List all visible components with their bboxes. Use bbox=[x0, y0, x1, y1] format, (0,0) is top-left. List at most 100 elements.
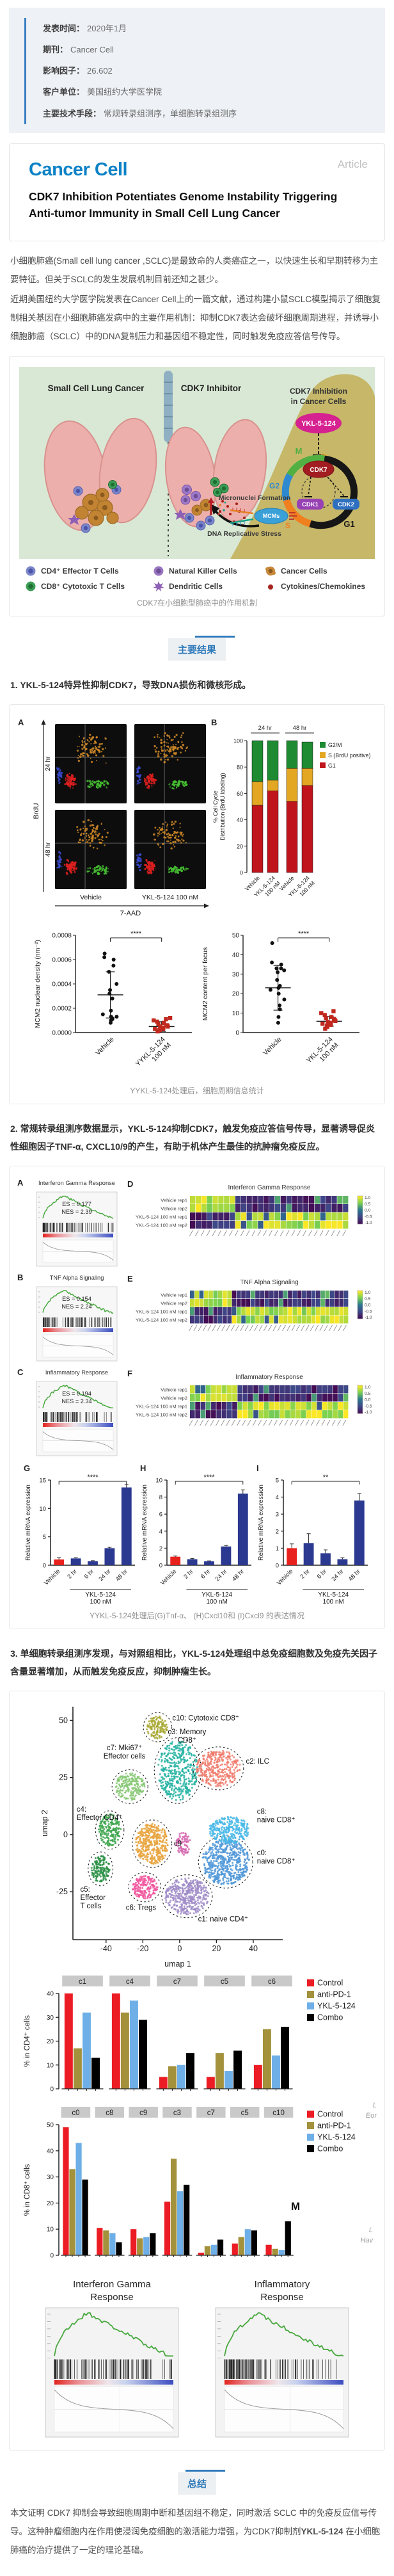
svg-text:NES = 2.24: NES = 2.24 bbox=[61, 1303, 91, 1310]
cdk1-label: CDK1 bbox=[302, 501, 319, 508]
svg-text:-1.0: -1.0 bbox=[365, 1221, 372, 1225]
svg-text:umap 1: umap 1 bbox=[164, 1960, 191, 1968]
legend-item-cytokines: Cytokines/Chemokines bbox=[265, 581, 380, 592]
graphical-abstract-figure: Small Cell Lung Cancer CDK7 Inhibitor CD… bbox=[19, 367, 375, 559]
svg-text:YKL-5-124 100 nM rep2: YKL-5-124 100 nM rep2 bbox=[136, 1412, 187, 1418]
paper-meta-box: 发表时间：2020年1月 期刊：Cancer Cell 影响因子：26.602 … bbox=[9, 8, 385, 133]
svg-text:100: 100 bbox=[233, 738, 243, 745]
svg-text:Inflammatory Response: Inflammatory Response bbox=[235, 1374, 303, 1381]
svg-text:Vehicle: Vehicle bbox=[262, 1036, 283, 1058]
legend-item-dendritic: Dendritic Cells bbox=[153, 581, 265, 592]
svg-text:YKL-5-124: YKL-5-124 bbox=[201, 1591, 232, 1598]
svg-text:B: B bbox=[211, 718, 217, 727]
ga-box-title-line2: in Cancer Cells bbox=[291, 397, 347, 406]
svg-text:G: G bbox=[24, 1463, 30, 1473]
svg-text:0.0: 0.0 bbox=[365, 1398, 371, 1403]
svg-text:100 nM: 100 nM bbox=[323, 1598, 344, 1605]
svg-text:0: 0 bbox=[159, 1563, 162, 1570]
svg-text:I: I bbox=[256, 1463, 259, 1473]
svg-text:0.0004: 0.0004 bbox=[52, 981, 72, 988]
svg-text:Relative mRNA expression: Relative mRNA expression bbox=[141, 1485, 148, 1561]
results-badge-wrap: 主要结果 bbox=[0, 638, 394, 661]
svg-text:4: 4 bbox=[276, 1494, 279, 1501]
svg-text:Vehicle rep2: Vehicle rep2 bbox=[161, 1396, 187, 1401]
phase-m-label: M bbox=[296, 446, 303, 456]
paper-meta-list: 发表时间：2020年1月 期刊：Cancer Cell 影响因子：26.602 … bbox=[24, 18, 379, 124]
svg-text:2: 2 bbox=[159, 1545, 162, 1552]
intro-paragraph-2: 近期美国纽约大学医学院发表在Cancer Cell上的一篇文献，通过构建小鼠SC… bbox=[10, 290, 384, 346]
svg-text:ES = 0.194: ES = 0.194 bbox=[62, 1390, 91, 1397]
svg-text:**: ** bbox=[323, 1474, 329, 1481]
svg-text:25: 25 bbox=[59, 1773, 68, 1782]
svg-text:100 nM: 100 nM bbox=[207, 1598, 228, 1605]
svg-text:Relative mRNA expression: Relative mRNA expression bbox=[258, 1485, 265, 1561]
svg-text:24 hr: 24 hr bbox=[97, 1568, 112, 1583]
svg-text:Relative mRNA expression: Relative mRNA expression bbox=[25, 1485, 32, 1561]
ga-right-title: CDK7 Inhibitor bbox=[181, 383, 242, 393]
svg-text:24 hr: 24 hr bbox=[45, 756, 52, 771]
svg-text:7-AAD: 7-AAD bbox=[120, 910, 141, 917]
svg-text:10: 10 bbox=[155, 1477, 162, 1485]
svg-text:H: H bbox=[140, 1463, 146, 1473]
svg-text:G2/M: G2/M bbox=[328, 742, 342, 748]
svg-text:-0.5: -0.5 bbox=[365, 1310, 372, 1314]
svg-text:6 hr: 6 hr bbox=[83, 1568, 95, 1581]
svg-text:Vehicle rep1: Vehicle rep1 bbox=[161, 1292, 187, 1298]
mcms-label: MCMs bbox=[263, 513, 280, 519]
svg-text:0.0: 0.0 bbox=[365, 1303, 371, 1308]
phase-s-label: S bbox=[285, 521, 290, 530]
svg-text:Vehicle: Vehicle bbox=[80, 894, 102, 901]
svg-text:% Cell Cycle: % Cell Cycle bbox=[212, 791, 219, 823]
cd4-cell-icon bbox=[25, 565, 36, 577]
svg-text:YKL-5-124 100 nM rep1: YKL-5-124 100 nM rep1 bbox=[136, 1309, 187, 1315]
svg-text:Vehicle rep1: Vehicle rep1 bbox=[161, 1198, 187, 1203]
dna-stress-label: DNA Replicative Stress bbox=[207, 530, 281, 538]
svg-text:0: 0 bbox=[63, 1830, 68, 1839]
svg-text:0: 0 bbox=[240, 870, 243, 876]
svg-text:Interferon Gamma Response: Interferon Gamma Response bbox=[228, 1184, 311, 1191]
svg-text:60: 60 bbox=[237, 791, 243, 797]
svg-text:0.0008: 0.0008 bbox=[52, 933, 72, 940]
svg-text:MCM2 content per focus: MCM2 content per focus bbox=[201, 947, 209, 1020]
summary-drug-name: YKL-5-124 bbox=[301, 2527, 343, 2536]
svg-text:-40: -40 bbox=[100, 1944, 112, 1953]
svg-text:-20: -20 bbox=[137, 1944, 148, 1953]
svg-text:80: 80 bbox=[237, 764, 243, 771]
svg-text:5: 5 bbox=[276, 1477, 279, 1485]
cd8-cell-icon bbox=[25, 581, 36, 592]
summary-paragraph: 本文证明 CDK7 抑制会导致细胞周期中断和基因组不稳定，同时激活 SCLC 中… bbox=[10, 2504, 384, 2559]
svg-text:15: 15 bbox=[39, 1477, 46, 1485]
graphical-abstract-legend: CD4⁺ Effector T Cells Natural Killer Cel… bbox=[25, 565, 378, 592]
svg-text:20: 20 bbox=[237, 844, 243, 850]
svg-text:0: 0 bbox=[177, 1944, 182, 1953]
results-section-badge: 主要结果 bbox=[168, 638, 226, 661]
graphical-abstract-card: Small Cell Lung Cancer CDK7 Inhibitor CD… bbox=[9, 356, 385, 616]
meta-row-impact-factor: 影响因子：26.602 bbox=[43, 60, 379, 81]
svg-text:YKL-5-124 100 nM: YKL-5-124 100 nM bbox=[142, 894, 198, 901]
svg-text:Interferon Gamma Response: Interferon Gamma Response bbox=[38, 1180, 115, 1186]
legend-item-cd4: CD4⁺ Effector T Cells bbox=[25, 565, 153, 577]
svg-text:40: 40 bbox=[249, 1944, 258, 1953]
svg-text:NES = 2.34: NES = 2.34 bbox=[61, 1398, 91, 1405]
svg-text:****: **** bbox=[298, 930, 310, 938]
svg-text:S (BrdU positive): S (BrdU positive) bbox=[328, 752, 371, 759]
dendritic-cell-icon bbox=[153, 581, 164, 592]
phase-g2-label: G2 bbox=[269, 481, 280, 490]
article-type-label: Article bbox=[338, 158, 368, 171]
svg-text:2 hr: 2 hr bbox=[66, 1568, 78, 1581]
svg-text:30: 30 bbox=[232, 972, 240, 979]
trachea-illustration bbox=[164, 371, 173, 442]
svg-text:10: 10 bbox=[232, 1010, 240, 1017]
